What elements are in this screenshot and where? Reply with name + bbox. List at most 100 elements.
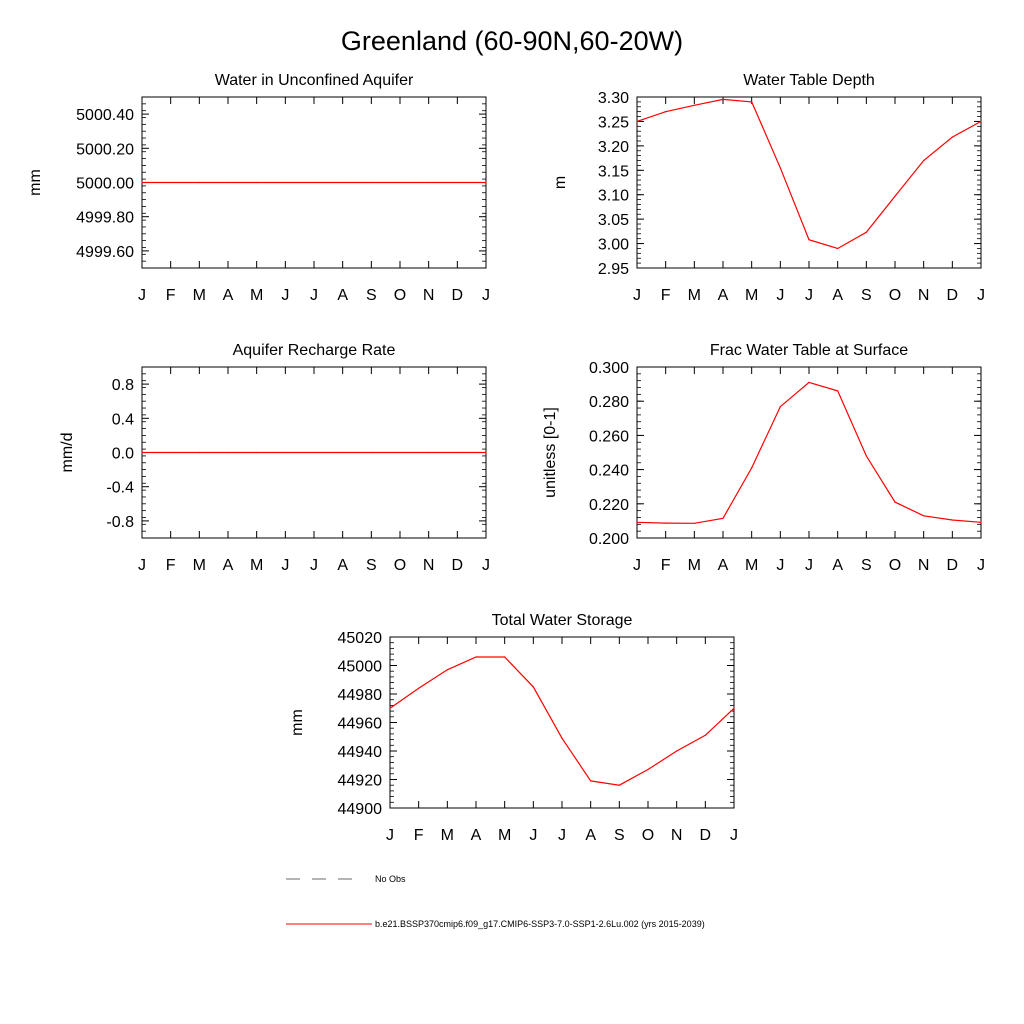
data-point	[485, 451, 487, 454]
x-tick-label: A	[471, 827, 482, 844]
x-tick-label: F	[661, 557, 671, 574]
x-tick-label: S	[861, 557, 872, 574]
data-point	[808, 239, 810, 241]
y-tick-label: 3.05	[598, 212, 629, 229]
data-point	[399, 181, 401, 184]
y-tick-label: 3.30	[598, 90, 629, 107]
x-tick-label: J	[310, 557, 318, 574]
y-tick-label: 44920	[338, 773, 383, 790]
x-tick-label: F	[166, 287, 176, 304]
data-point	[428, 451, 430, 454]
x-tick-label: J	[482, 287, 490, 304]
data-point	[141, 181, 143, 184]
x-tick-label: A	[718, 287, 729, 304]
x-tick-label: F	[661, 287, 671, 304]
x-tick-label: J	[558, 827, 566, 844]
x-tick-label: M	[250, 557, 263, 574]
data-point	[665, 522, 667, 524]
y-tick-label: 0.280	[589, 394, 629, 411]
y-tick-label: 44940	[338, 744, 383, 761]
x-tick-label: M	[498, 827, 511, 844]
y-axis-label: m	[552, 176, 569, 189]
x-tick-label: A	[585, 827, 596, 844]
y-tick-label: 0.4	[112, 411, 134, 428]
x-tick-label: F	[166, 557, 176, 574]
y-tick-label: 44960	[338, 716, 383, 733]
data-point	[704, 734, 706, 736]
x-tick-label: A	[832, 287, 843, 304]
x-tick-label: N	[423, 557, 435, 574]
x-tick-label: N	[918, 557, 930, 574]
data-point	[170, 451, 172, 454]
data-point	[485, 181, 487, 184]
chart-title: Total Water Storage	[492, 612, 633, 629]
data-point	[837, 390, 839, 392]
data-point	[636, 521, 638, 523]
y-tick-label: 0.240	[589, 463, 629, 480]
data-point	[837, 247, 839, 250]
data-point	[504, 656, 506, 658]
x-tick-label: D	[947, 557, 959, 574]
plot-frame	[389, 636, 735, 809]
x-tick-label: O	[642, 827, 654, 844]
x-tick-label: J	[281, 287, 289, 304]
x-tick-label: M	[688, 557, 701, 574]
data-point	[722, 517, 724, 519]
chart-title: Water in Unconfined Aquifer	[215, 72, 414, 89]
data-point	[313, 451, 315, 454]
x-tick-label: O	[889, 287, 901, 304]
y-tick-label: 44900	[338, 801, 383, 818]
y-tick-label: 5000.20	[76, 141, 134, 158]
data-point	[227, 451, 229, 454]
y-tick-label: 0.300	[589, 360, 629, 377]
data-point	[399, 451, 401, 454]
y-tick-label: 3.20	[598, 139, 629, 156]
x-tick-label: J	[633, 287, 641, 304]
chart-panel-4: Frac Water Table at Surface unitless [0-1…	[542, 342, 985, 574]
x-tick-label: D	[947, 287, 959, 304]
data-point	[456, 181, 458, 184]
x-tick-label: J	[138, 287, 146, 304]
data-point	[865, 455, 867, 457]
x-tick-label: O	[889, 557, 901, 574]
x-tick-label: J	[805, 557, 813, 574]
data-point	[590, 780, 592, 782]
series-line	[636, 98, 982, 250]
x-tick-label: J	[776, 287, 784, 304]
y-tick-label: -0.8	[106, 514, 134, 531]
x-tick-label: J	[386, 827, 394, 844]
y-tick-label: 3.25	[598, 114, 629, 131]
x-tick-label: J	[977, 287, 985, 304]
y-tick-label: 4999.80	[76, 210, 134, 227]
plot-frame	[636, 96, 982, 269]
data-point	[256, 451, 258, 454]
data-point	[733, 707, 735, 709]
data-point	[980, 120, 982, 123]
x-tick-label: S	[614, 827, 625, 844]
legend-obs-label: No Obs	[375, 874, 406, 884]
legend: No Obs b.e21.BSSP370cmip6.f09_g17.CMIP6-…	[286, 874, 705, 929]
data-point	[141, 451, 143, 454]
data-point	[665, 111, 667, 113]
data-point	[647, 768, 649, 771]
series-line	[389, 656, 735, 786]
x-tick-label: D	[452, 287, 464, 304]
x-tick-label: A	[223, 287, 234, 304]
data-point	[980, 521, 982, 523]
x-tick-label: M	[193, 287, 206, 304]
x-tick-label: D	[452, 557, 464, 574]
x-tick-label: J	[805, 287, 813, 304]
y-tick-label: 3.15	[598, 163, 629, 180]
x-tick-label: D	[700, 827, 712, 844]
data-point	[951, 519, 953, 521]
x-tick-label: S	[366, 287, 377, 304]
figure-title: Greenland (60-90N,60-20W)	[341, 26, 683, 56]
data-point	[751, 467, 753, 469]
x-tick-label: J	[310, 287, 318, 304]
data-point	[561, 737, 563, 739]
y-tick-label: 5000.40	[76, 107, 134, 124]
x-tick-label: J	[281, 557, 289, 574]
y-tick-label: 0.260	[589, 428, 629, 445]
